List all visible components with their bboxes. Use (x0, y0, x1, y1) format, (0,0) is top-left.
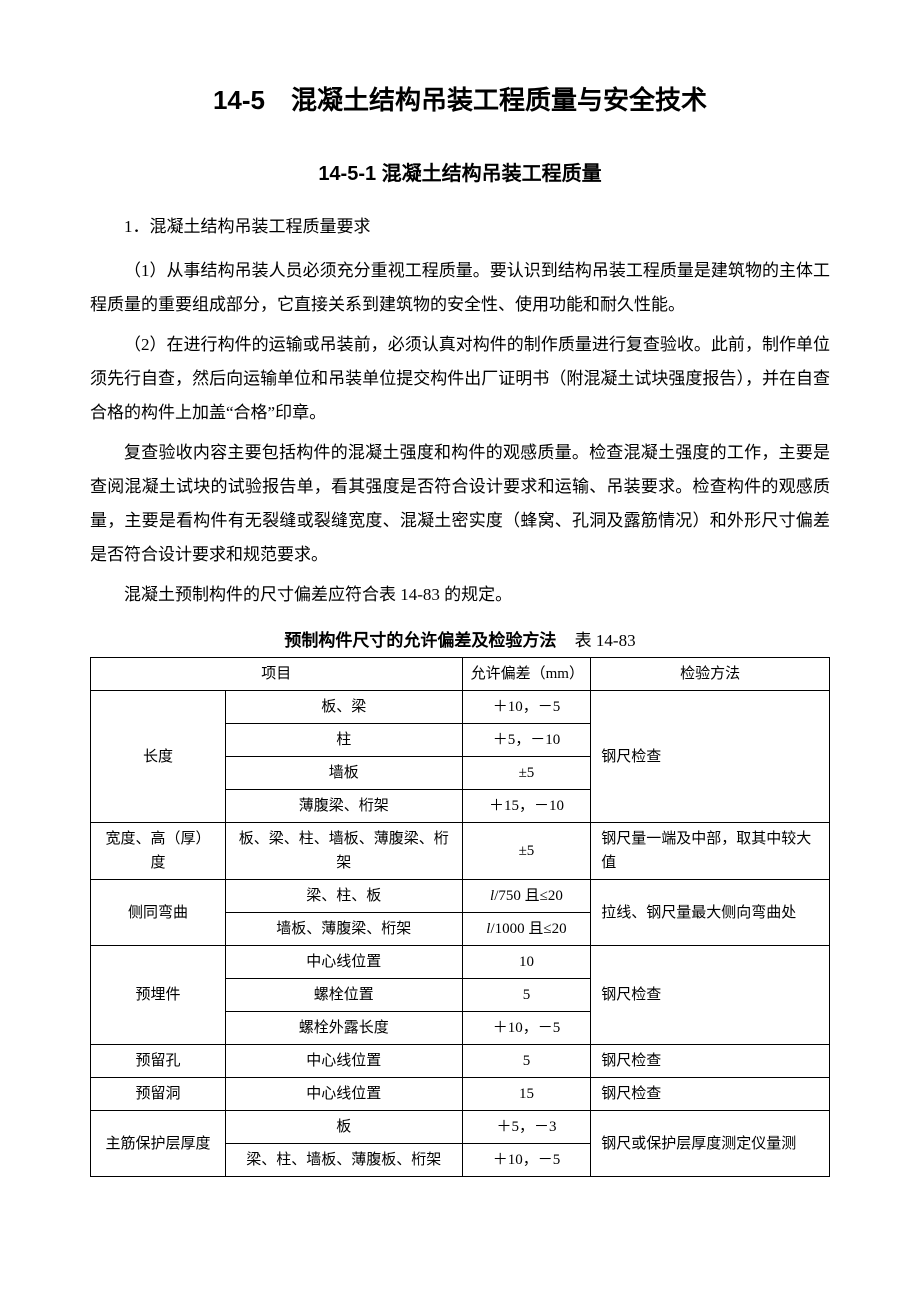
cell: 板、梁 (225, 691, 462, 724)
cell: ±5 (462, 757, 591, 790)
cell: 中心线位置 (225, 1045, 462, 1078)
cell: 钢尺量一端及中部，取其中较大值 (591, 823, 830, 880)
table-row: 预留洞 中心线位置 15 钢尺检查 (91, 1078, 830, 1111)
table-row: 预埋件 中心线位置 10 钢尺检查 (91, 946, 830, 979)
cell: ＋10，－5 (462, 1144, 591, 1177)
cell: 螺栓外露长度 (225, 1012, 462, 1045)
cell: 梁、柱、板 (225, 880, 462, 913)
cell: 钢尺检查 (591, 1078, 830, 1111)
cell: 5 (462, 979, 591, 1012)
cell-length-label: 长度 (91, 691, 226, 823)
cell-cover-label: 主筋保护层厚度 (91, 1111, 226, 1177)
paragraph-3: 复查验收内容主要包括构件的混凝土强度和构件的观感质量。检查混凝土强度的工作，主要… (90, 436, 830, 572)
cell-embed-label: 预埋件 (91, 946, 226, 1045)
cell: ＋15，－10 (462, 790, 591, 823)
cell: 墙板、薄腹梁、桁架 (225, 913, 462, 946)
table-row: 预留孔 中心线位置 5 钢尺检查 (91, 1045, 830, 1078)
cell: 钢尺或保护层厚度测定仪量测 (591, 1111, 830, 1177)
main-title: 14-5 混凝土结构吊装工程质量与安全技术 (90, 80, 830, 117)
cell: 中心线位置 (225, 946, 462, 979)
th-item: 项目 (91, 658, 463, 691)
paragraph-4: 混凝土预制构件的尺寸偏差应符合表 14-83 的规定。 (90, 578, 830, 612)
cell: 10 (462, 946, 591, 979)
table-row: 侧同弯曲 梁、柱、板 l/750 且≤20 拉线、钢尺量最大侧向弯曲处 (91, 880, 830, 913)
cell-cavity-label: 预留洞 (91, 1078, 226, 1111)
th-tolerance: 允许偏差（mm） (462, 658, 591, 691)
table-caption-text: 预制构件尺寸的允许偏差及检验方法 (284, 631, 556, 650)
table-header-row: 项目 允许偏差（mm） 检验方法 (91, 658, 830, 691)
cell: ＋10，－5 (462, 1012, 591, 1045)
cell: ＋5，－3 (462, 1111, 591, 1144)
cell: 15 (462, 1078, 591, 1111)
cell: ＋5，－10 (462, 724, 591, 757)
val-suf: /750 且≤20 (494, 888, 563, 904)
cell: 板、梁、柱、墙板、薄腹梁、桁架 (225, 823, 462, 880)
section-heading-1: 1．混凝土结构吊装工程质量要求 (90, 210, 830, 244)
cell: 板 (225, 1111, 462, 1144)
th-method: 检验方法 (591, 658, 830, 691)
paragraph-1: （1）从事结构吊装人员必须充分重视工程质量。要认识到结构吊装工程质量是建筑物的主… (90, 254, 830, 322)
val-suf: /1000 且≤20 (490, 921, 566, 937)
table-caption: 预制构件尺寸的允许偏差及检验方法 表 14-83 (90, 626, 830, 651)
cell-bend-label: 侧同弯曲 (91, 880, 226, 946)
cell: 螺栓位置 (225, 979, 462, 1012)
cell: ±5 (462, 823, 591, 880)
cell: 薄腹梁、桁架 (225, 790, 462, 823)
cell: 墙板 (225, 757, 462, 790)
cell-length-method: 钢尺检查 (591, 691, 830, 823)
cell: 拉线、钢尺量最大侧向弯曲处 (591, 880, 830, 946)
cell: 钢尺检查 (591, 1045, 830, 1078)
cell: 柱 (225, 724, 462, 757)
cell: 梁、柱、墙板、薄腹板、桁架 (225, 1144, 462, 1177)
sub-title: 14-5-1 混凝土结构吊装工程质量 (90, 157, 830, 186)
cell: 钢尺检查 (591, 946, 830, 1045)
cell-width-label: 宽度、高（厚）度 (91, 823, 226, 880)
table-ref: 表 14-83 (575, 631, 636, 650)
cell: 5 (462, 1045, 591, 1078)
paragraph-2: （2）在进行构件的运输或吊装前，必须认真对构件的制作质量进行复查验收。此前，制作… (90, 328, 830, 430)
cell: l/1000 且≤20 (462, 913, 591, 946)
cell: ＋10，－5 (462, 691, 591, 724)
table-row: 宽度、高（厚）度 板、梁、柱、墙板、薄腹梁、桁架 ±5 钢尺量一端及中部，取其中… (91, 823, 830, 880)
table-row: 主筋保护层厚度 板 ＋5，－3 钢尺或保护层厚度测定仪量测 (91, 1111, 830, 1144)
table-row: 长度 板、梁 ＋10，－5 钢尺检查 (91, 691, 830, 724)
cell: 中心线位置 (225, 1078, 462, 1111)
cell-hole-label: 预留孔 (91, 1045, 226, 1078)
tolerance-table: 项目 允许偏差（mm） 检验方法 长度 板、梁 ＋10，－5 钢尺检查 柱 ＋5… (90, 657, 830, 1177)
cell: l/750 且≤20 (462, 880, 591, 913)
